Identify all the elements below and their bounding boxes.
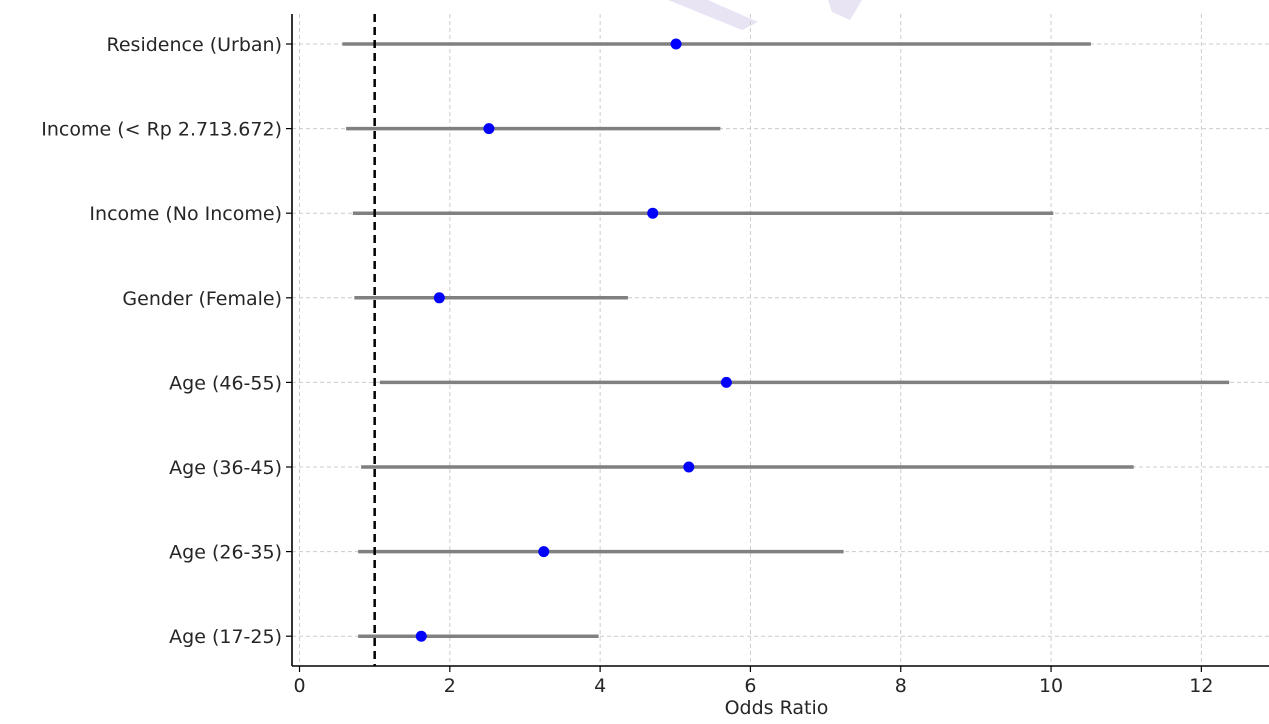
odds-ratio-point-7 — [670, 38, 682, 50]
x-tick-label-2: 4 — [594, 675, 606, 697]
odds-ratio-point-1 — [538, 546, 550, 558]
x-tick-labels: 0 2 4 6 8 10 12 — [293, 675, 1213, 697]
y-tick-label-1: Age (26-35) — [169, 542, 282, 564]
x-tick-label-5: 10 — [1039, 675, 1063, 697]
y-tick-labels: Age (17-25) Age (26-35) Age (36-45) Age (46… — [41, 34, 282, 648]
x-tick-label-0: 0 — [293, 675, 305, 697]
x-axis-label: Odds Ratio — [725, 697, 829, 719]
y-tick-label-3: Age (46-55) — [169, 372, 282, 394]
watermark-shape-right — [828, 0, 862, 20]
odds-ratio-point-5 — [647, 207, 659, 219]
y-tick-label-6: Income (< Rp 2.713.672) — [41, 119, 282, 141]
y-tick-label-7: Residence (Urban) — [107, 34, 282, 56]
odds-ratio-points — [415, 38, 732, 642]
x-tick-label-4: 8 — [895, 675, 907, 697]
watermark — [668, 0, 862, 30]
confidence-intervals — [342, 42, 1230, 638]
grid — [292, 14, 1269, 666]
axes — [286, 14, 1269, 672]
x-tick-label-3: 6 — [744, 675, 756, 697]
watermark-shape-left — [668, 0, 758, 30]
odds-ratio-point-0 — [415, 630, 427, 642]
y-tick-label-0: Age (17-25) — [169, 626, 282, 648]
y-tick-label-2: Age (36-45) — [169, 457, 282, 479]
y-tick-label-4: Gender (Female) — [122, 288, 282, 310]
y-tick-label-5: Income (No Income) — [89, 203, 282, 225]
x-tick-label-1: 2 — [444, 675, 456, 697]
odds-ratio-point-2 — [683, 461, 695, 473]
odds-ratio-point-6 — [483, 123, 495, 135]
odds-ratio-point-3 — [720, 376, 732, 388]
odds-ratio-point-4 — [433, 292, 445, 304]
x-tick-label-6: 12 — [1189, 675, 1213, 697]
